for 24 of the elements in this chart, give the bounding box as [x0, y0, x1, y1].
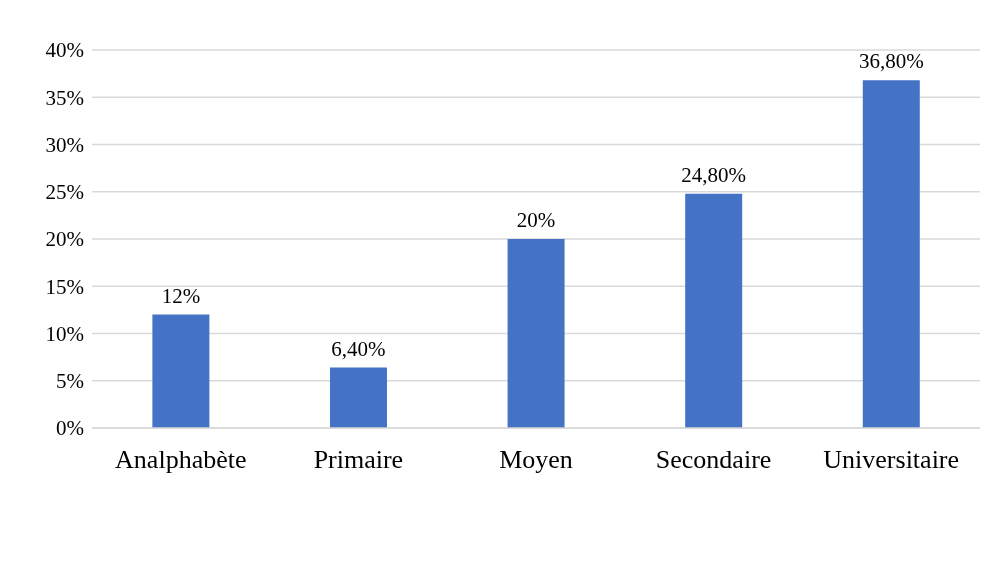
y-tick-label: 10% — [45, 321, 84, 346]
x-tick-label: Primaire — [313, 445, 404, 475]
x-tick-label: Universitaire — [823, 445, 960, 475]
x-tick-label: Secondaire — [655, 445, 772, 475]
y-tick-label: 15% — [45, 274, 84, 299]
y-tick-label: 40% — [45, 38, 84, 63]
x-tick-label: Moyen — [499, 445, 573, 475]
y-tick-label: 25% — [45, 180, 84, 205]
data-label: 24,80% — [681, 162, 747, 187]
bar — [329, 367, 387, 428]
bar — [685, 193, 743, 428]
x-tick-label: Analphabète — [115, 445, 247, 475]
bar — [152, 314, 210, 428]
bar — [862, 80, 920, 428]
data-label: 6,40% — [331, 336, 386, 361]
y-tick-label: 5% — [56, 369, 84, 394]
y-tick-label: 30% — [45, 132, 84, 157]
y-tick-label: 20% — [45, 227, 84, 252]
data-label: 36,80% — [858, 49, 924, 74]
data-label: 12% — [161, 283, 201, 308]
data-label: 20% — [516, 208, 556, 232]
y-tick-label: 0% — [56, 416, 84, 441]
bar — [507, 239, 565, 428]
y-tick-label: 35% — [45, 85, 84, 110]
